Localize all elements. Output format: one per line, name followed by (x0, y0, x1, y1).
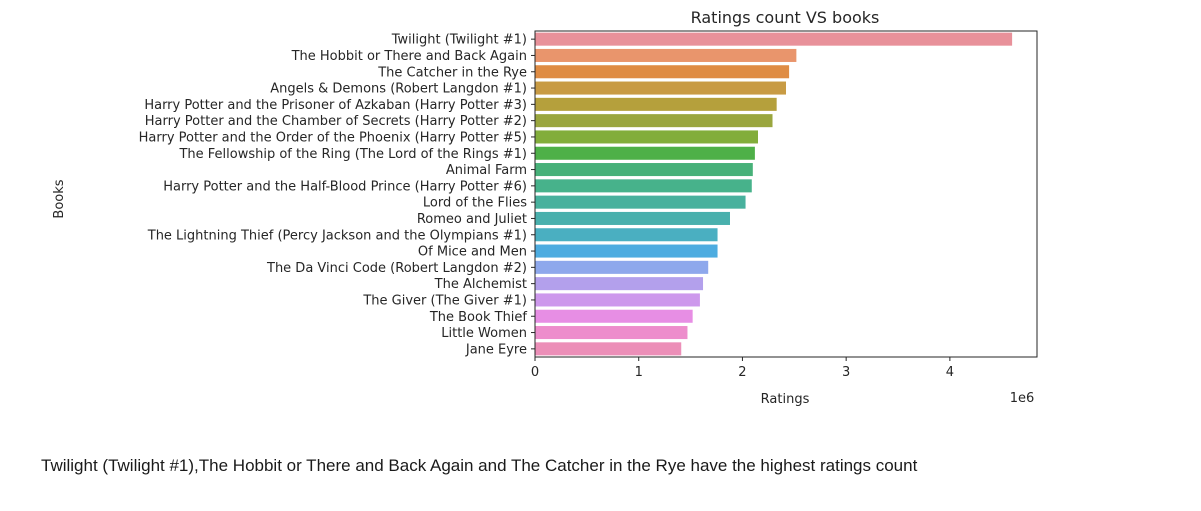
bar (535, 228, 718, 242)
y-tick-label: Harry Potter and the Half-Blood Prince (… (163, 179, 527, 194)
bar (535, 244, 718, 258)
bar (535, 114, 773, 128)
x-axis-scale-label: 1e6 (1010, 391, 1035, 406)
y-tick-label: Of Mice and Men (418, 245, 527, 260)
bar (535, 48, 797, 62)
y-axis-label: Books (52, 179, 67, 218)
bar (535, 260, 709, 274)
y-tick-label: The Da Vinci Code (Robert Langdon #2) (266, 261, 527, 276)
y-tick-label: Twilight (Twilight #1) (391, 33, 527, 48)
bar (535, 179, 752, 193)
bar (535, 326, 688, 340)
caption: Twilight (Twilight #1),The Hobbit or The… (41, 456, 918, 475)
x-tick-label: 3 (842, 365, 850, 380)
bar (535, 277, 704, 291)
bar (535, 211, 730, 225)
y-tick-label: Romeo and Juliet (417, 212, 527, 227)
y-tick-label: The Giver (The Giver #1) (362, 293, 527, 308)
y-tick-label: The Alchemist (434, 277, 527, 292)
x-tick-label: 0 (531, 365, 539, 380)
bar (535, 32, 1013, 46)
y-tick-label: Harry Potter and the Prisoner of Azkaban… (144, 98, 527, 113)
bar (535, 65, 790, 79)
bar (535, 195, 746, 209)
bars-group (535, 32, 1013, 356)
y-tick-label: Lord of the Flies (423, 196, 527, 211)
bar (535, 97, 777, 111)
bar (535, 130, 758, 144)
y-tick-label: The Lightning Thief (Percy Jackson and t… (147, 228, 527, 243)
x-tick-label: 4 (946, 365, 954, 380)
x-axis-label: Ratings (761, 392, 810, 407)
plot-frame (534, 30, 1038, 358)
y-tick-label: Little Women (441, 326, 527, 341)
y-tick-label: The Hobbit or There and Back Again (291, 49, 527, 64)
bar (535, 163, 753, 177)
y-tick-label: Jane Eyre (465, 342, 527, 357)
bar (535, 146, 755, 160)
bar (535, 293, 700, 307)
y-tick-label: Harry Potter and the Order of the Phoeni… (139, 130, 527, 145)
x-tick-label: 2 (738, 365, 746, 380)
y-tick-label: The Fellowship of the Ring (The Lord of … (178, 147, 527, 162)
x-tick-label: 1 (635, 365, 643, 380)
bar (535, 81, 786, 95)
chart-title: Ratings count VS books (691, 8, 880, 27)
y-tick-label: The Book Thief (429, 310, 528, 325)
y-tick-labels: Twilight (Twilight #1)The Hobbit or Ther… (139, 33, 535, 357)
y-tick-label: Animal Farm (446, 163, 527, 178)
bar-chart: Ratings count VS books Twilight (Twiligh… (52, 8, 1038, 407)
y-tick-label: Harry Potter and the Chamber of Secrets … (145, 114, 527, 129)
bar (535, 342, 682, 356)
bar (535, 309, 693, 323)
x-ticks: 0 1 2 3 4 (531, 357, 954, 380)
y-tick-label: Angels & Demons (Robert Langdon #1) (270, 82, 527, 97)
y-tick-label: The Catcher in the Rye (377, 65, 527, 80)
